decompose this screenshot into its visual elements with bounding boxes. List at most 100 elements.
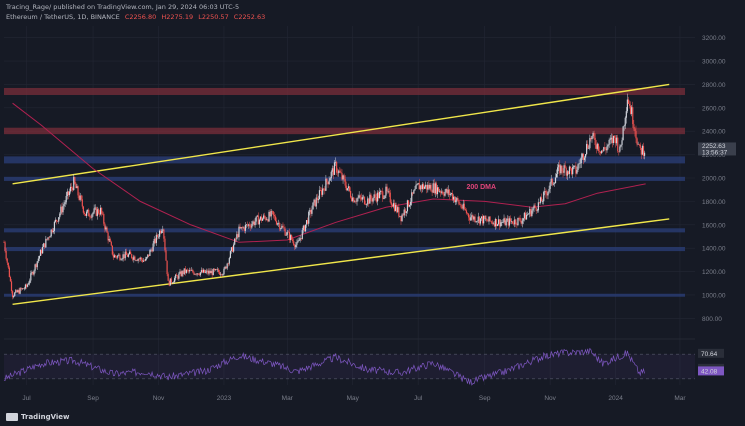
candle-body xyxy=(268,211,270,222)
candle-body xyxy=(128,251,131,255)
candle-body xyxy=(518,217,520,219)
candle-body xyxy=(318,190,321,200)
candle-body xyxy=(402,214,404,216)
candle-body xyxy=(516,224,518,226)
candle-body xyxy=(113,255,116,258)
candle-body xyxy=(452,196,455,200)
candle-body xyxy=(464,209,466,211)
rsi-value-label: 42.08 xyxy=(701,368,718,375)
candle-body xyxy=(476,221,478,222)
candle-body xyxy=(618,151,620,152)
candle-body xyxy=(593,132,595,138)
tradingview-logo[interactable]: TradingView xyxy=(6,413,70,421)
candle-body xyxy=(514,219,516,225)
candle-body xyxy=(121,258,123,260)
candle-body xyxy=(472,215,474,220)
candle-body xyxy=(397,207,399,213)
candle-body xyxy=(622,126,624,141)
candle-body xyxy=(588,148,590,149)
candle-body xyxy=(562,171,564,173)
candle-body xyxy=(294,244,296,248)
candle-body xyxy=(554,177,557,184)
candle-body xyxy=(256,215,258,217)
candle-body xyxy=(33,270,35,275)
candle-body xyxy=(325,178,327,191)
candle-body xyxy=(349,190,352,198)
candle-body xyxy=(386,186,388,192)
candle-body xyxy=(281,225,283,229)
candle-body xyxy=(596,143,598,149)
candle-body xyxy=(404,209,406,213)
candle-body xyxy=(366,204,368,205)
candle-body xyxy=(93,208,95,213)
candle-body xyxy=(165,250,167,261)
symbol-legend[interactable]: Ethereum / TetherUS, 1D, BINANCE C2256.8… xyxy=(6,13,268,21)
candle-body xyxy=(58,217,60,222)
candle-body xyxy=(401,214,403,222)
candle-body xyxy=(206,270,208,272)
candle-body xyxy=(405,211,407,213)
candle-body xyxy=(133,256,135,260)
x-axis-tick-label: Nov xyxy=(153,395,165,402)
candle-body xyxy=(102,213,104,215)
candle-body xyxy=(140,257,142,260)
candle-body xyxy=(46,238,48,240)
candle-body xyxy=(517,217,519,226)
candle-body xyxy=(374,194,376,198)
candle-body xyxy=(356,198,358,202)
candle-body xyxy=(534,205,536,208)
candle-body xyxy=(539,197,542,203)
candle-body xyxy=(479,218,482,224)
candle-body xyxy=(376,192,378,202)
candle-body xyxy=(270,210,272,217)
candle-body xyxy=(614,137,617,144)
candle-body xyxy=(189,270,191,272)
candle-body xyxy=(433,183,435,194)
candle-body xyxy=(456,197,458,201)
candle-body xyxy=(564,165,566,168)
resistance-zone xyxy=(4,87,685,95)
candle-body xyxy=(613,135,616,138)
candle-body xyxy=(92,212,94,215)
candle-body xyxy=(435,183,438,195)
candle-body xyxy=(429,184,431,189)
resistance-zone xyxy=(4,127,685,135)
candle-body xyxy=(322,188,324,195)
candle-body xyxy=(446,188,448,194)
candle-body xyxy=(372,197,374,202)
candle-body xyxy=(63,204,65,207)
candle-body xyxy=(370,194,372,199)
candle-body xyxy=(119,254,121,260)
candle-body xyxy=(627,99,630,104)
candle-body xyxy=(536,210,538,211)
candle-body xyxy=(316,197,318,201)
candle-body xyxy=(222,274,224,276)
candle-body xyxy=(42,246,44,254)
candle-body xyxy=(169,278,171,286)
candle-body xyxy=(204,269,206,273)
candle-body xyxy=(217,269,220,273)
candle-body xyxy=(333,162,336,175)
candle-body xyxy=(382,191,384,199)
candle-body xyxy=(35,264,37,268)
candle-body xyxy=(64,202,66,205)
candle-body xyxy=(185,269,188,273)
price-label-box xyxy=(698,142,736,156)
candle-body xyxy=(31,272,33,274)
candle-body xyxy=(190,270,192,271)
candle-body xyxy=(278,223,280,224)
candle-body xyxy=(594,137,596,146)
candle-body xyxy=(531,210,533,217)
candle-body xyxy=(381,191,383,192)
candle-body xyxy=(95,207,97,216)
candle-body xyxy=(284,228,286,236)
y-axis-tick-label: 2200.00 xyxy=(702,152,726,159)
candle-body xyxy=(228,258,230,264)
candle-body xyxy=(122,254,124,259)
candle-body xyxy=(255,216,257,222)
candle-body xyxy=(174,278,176,283)
candle-body xyxy=(156,234,159,237)
candle-body xyxy=(27,284,29,287)
candle-body xyxy=(628,103,631,106)
